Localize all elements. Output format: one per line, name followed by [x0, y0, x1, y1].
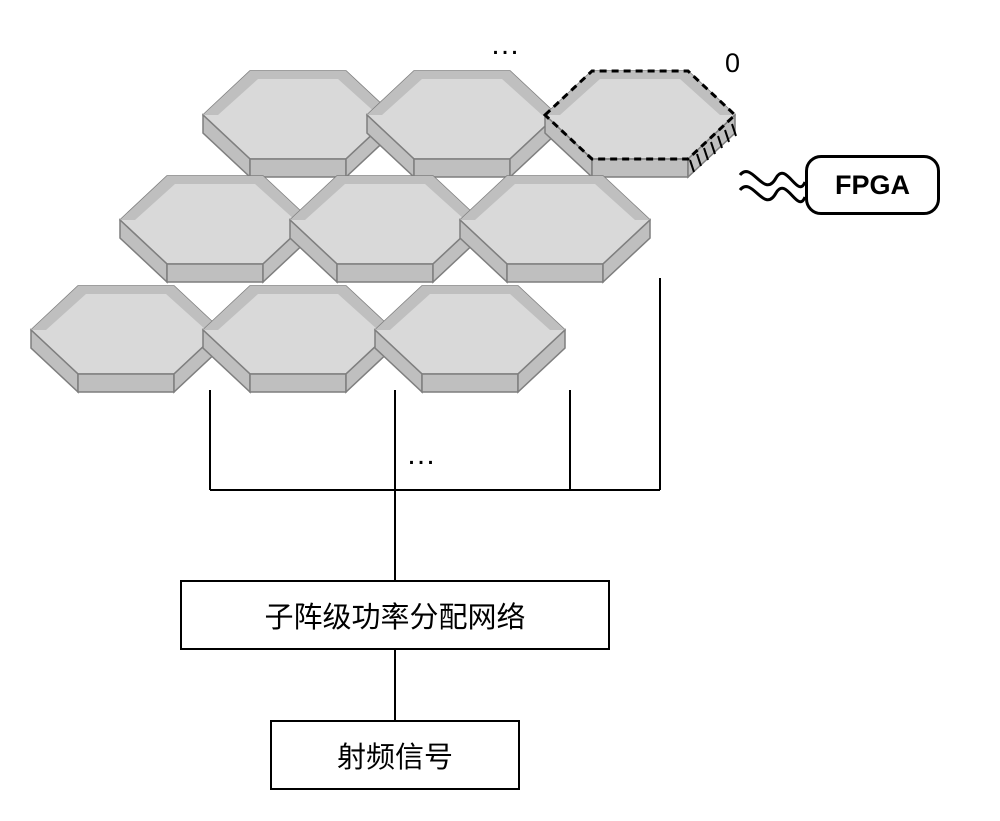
fpga-connector-2: [740, 187, 805, 202]
ellipsis-top: …: [490, 28, 522, 62]
fpga-box: FPGA: [805, 155, 940, 215]
ellipsis-bottom: …: [400, 438, 448, 472]
highlighted-subarray: [545, 71, 736, 177]
subarray-index-label: 0: [725, 48, 740, 79]
bus-wiring: [210, 278, 660, 720]
fpga-connector: [740, 172, 805, 187]
fpga-label: FPGA: [835, 170, 910, 201]
power-network-label: 子阵级功率分配网络: [264, 594, 525, 636]
block-diagram: .hex-top { fill:#d9d9d9; stroke:#7f7f7f;…: [0, 0, 1000, 821]
rf-signal-label: 射频信号: [337, 734, 453, 776]
diagram-svg: .hex-top { fill:#d9d9d9; stroke:#7f7f7f;…: [0, 0, 1000, 821]
hex-array: [31, 71, 736, 392]
hatch-shade: [690, 124, 736, 172]
rf-signal-box: 射频信号: [270, 720, 520, 790]
power-network-box: 子阵级功率分配网络: [180, 580, 610, 650]
